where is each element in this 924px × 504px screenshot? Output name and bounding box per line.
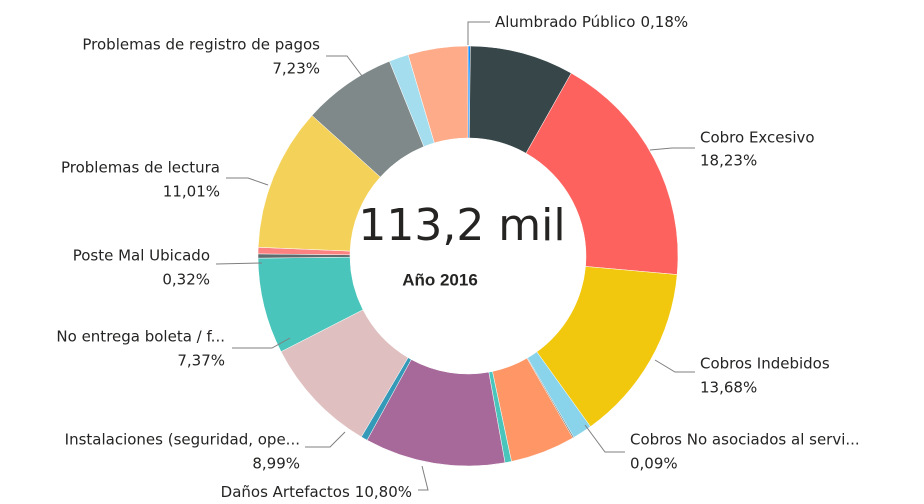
label-value: 10,80% xyxy=(355,483,412,501)
slice xyxy=(525,72,679,275)
leader-line xyxy=(226,177,269,186)
label-name: Cobro Excesivo xyxy=(700,129,815,147)
leader-line xyxy=(418,465,429,491)
leader-line xyxy=(326,55,363,77)
label-name: No entrega boleta / f... xyxy=(56,328,225,346)
label-value: 0,18% xyxy=(640,13,688,31)
leader-line xyxy=(467,21,490,45)
center-subtitle: Año 2016 xyxy=(402,270,478,289)
label-value: 0,09% xyxy=(630,455,678,473)
label-name: Cobros No asociados al servi... xyxy=(630,431,860,449)
label-name: Problemas de registro de pagos xyxy=(82,36,320,54)
center-value: 113,2 mil xyxy=(358,200,565,251)
label-value: 0,32% xyxy=(162,271,210,289)
label-value: 13,68% xyxy=(700,379,757,397)
label-value: 7,37% xyxy=(177,352,225,370)
label-name: Problemas de lectura xyxy=(61,159,220,177)
slice xyxy=(407,45,469,144)
label-name: Instalaciones (seguridad, ope... xyxy=(65,431,300,449)
label-value: 11,01% xyxy=(163,183,220,201)
slice-label: Daños Artefactos 10,80% xyxy=(221,483,412,501)
label-name: Alumbrado Público xyxy=(495,13,635,31)
leader-line xyxy=(654,359,695,373)
label-name: Cobros Indebidos xyxy=(700,355,830,373)
leader-line xyxy=(649,147,695,151)
leader-line xyxy=(215,262,263,265)
leader-line xyxy=(232,337,291,349)
label-value: 7,23% xyxy=(272,60,320,78)
label-name: Poste Mal Ubicado xyxy=(73,247,210,265)
label-value: 18,23% xyxy=(700,152,757,170)
slice-label: Alumbrado Público 0,18% xyxy=(495,13,688,31)
leader-line xyxy=(305,431,346,448)
leader-line xyxy=(584,424,625,453)
label-value: 8,99% xyxy=(252,455,300,473)
label-name: Daños Artefactos xyxy=(221,483,350,501)
